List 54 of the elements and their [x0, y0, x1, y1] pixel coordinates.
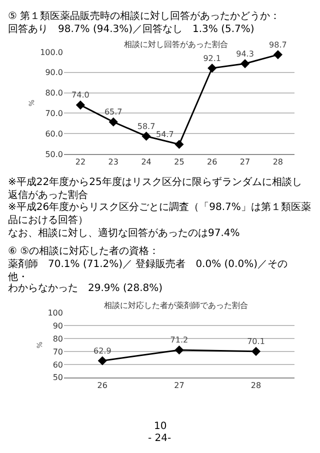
- text: ⑥ ⑤の相談に対応した者の資格：: [8, 245, 160, 257]
- y-tick-label: 70: [52, 347, 63, 356]
- x-tick-label: 27: [240, 158, 250, 167]
- data-label: 62.9: [93, 346, 112, 356]
- y-tick-label: 50: [52, 373, 63, 382]
- y-tick-label: 60.0: [45, 129, 63, 138]
- y-tick-label: 90: [52, 321, 63, 330]
- text: ⑤ 第１類医薬品販売時の相談に対し回答があったかどうか：: [8, 10, 280, 22]
- x-tick-label: 24: [141, 158, 152, 167]
- x-tick-label: 23: [108, 158, 118, 167]
- x-tick-label: 26: [97, 381, 108, 390]
- point: [174, 345, 184, 355]
- text: ※平成22年度から25年度はリスク区分に限らずランダムに相談し返信があった割合: [8, 176, 302, 201]
- text: わからなかった 29.9% (28.8%): [8, 283, 163, 294]
- y-tick-label: 90.0: [45, 68, 63, 78]
- chart-title: 相談に対応した者が薬剤師であった割合: [104, 301, 248, 310]
- text: なお、相談に対し、適切な回答があったのは97.4%: [8, 227, 240, 239]
- data-label: 94.3: [236, 49, 254, 58]
- data-label: 70.1: [247, 337, 265, 346]
- text: - 24-: [148, 433, 172, 444]
- text: 回答あり 98.7% (94.3%)／回答なし 1.3% (5.7%): [8, 23, 254, 35]
- point: [273, 50, 282, 60]
- y-tick-label: 80.0: [45, 88, 63, 98]
- point: [142, 132, 151, 141]
- chart-title: 相談に対し回答があった割合: [124, 40, 228, 49]
- y-tick-label: 60: [52, 360, 63, 370]
- data-label: 98.7: [269, 40, 287, 50]
- x-tick-label: 28: [272, 158, 284, 167]
- y-tick-label: 100.0: [40, 48, 63, 57]
- point: [98, 356, 107, 366]
- point: [174, 140, 184, 149]
- text: 10: [154, 421, 167, 432]
- point: [251, 346, 261, 356]
- data-label: 92.1: [203, 54, 222, 63]
- x-tick-label: 28: [250, 381, 262, 390]
- data-label: 58.7: [137, 122, 156, 131]
- y-tick-label: 50.0: [45, 150, 63, 159]
- point: [240, 59, 250, 68]
- text: 薬剤師 70.1% (71.2%)／ 登録販売者 0.0% (0.0%)／その他・: [8, 258, 288, 283]
- data-label: 74.0: [72, 90, 90, 100]
- y-tick-label: 70.0: [45, 108, 63, 118]
- y-tick-label: 100: [48, 308, 63, 318]
- x-tick-label: 26: [207, 158, 218, 167]
- x-tick-label: 22: [75, 158, 86, 167]
- data-label: 65.7: [104, 108, 122, 117]
- y-tick-label: 80: [52, 334, 63, 344]
- data-label: 54.7: [156, 130, 174, 139]
- point: [208, 64, 217, 73]
- x-tick-label: 25: [174, 158, 184, 167]
- point: [108, 117, 118, 127]
- point: [76, 100, 86, 110]
- x-tick-label: 27: [174, 381, 184, 390]
- text: ※平成26年度からリスク区分ごとに調査（「98.7%」は第１類医薬品における回答）: [8, 201, 311, 226]
- data-label: 71.2: [170, 336, 188, 345]
